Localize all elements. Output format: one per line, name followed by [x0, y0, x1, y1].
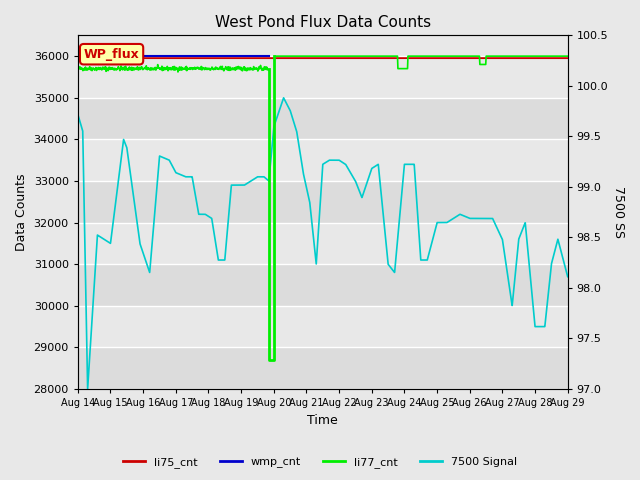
- Y-axis label: 7500 SS: 7500 SS: [612, 186, 625, 238]
- Title: West Pond Flux Data Counts: West Pond Flux Data Counts: [214, 15, 431, 30]
- Y-axis label: Data Counts: Data Counts: [15, 173, 28, 251]
- Bar: [78, 264, 568, 306]
- Text: WP_flux: WP_flux: [84, 48, 140, 60]
- Bar: [78, 139, 568, 181]
- Bar: [78, 56, 568, 98]
- Bar: [78, 98, 568, 139]
- Bar: [78, 348, 568, 389]
- Bar: [78, 306, 568, 348]
- Legend: li75_cnt, wmp_cnt, li77_cnt, 7500 Signal: li75_cnt, wmp_cnt, li77_cnt, 7500 Signal: [118, 452, 522, 472]
- Bar: [78, 181, 568, 223]
- Bar: [78, 223, 568, 264]
- X-axis label: Time: Time: [307, 414, 338, 427]
